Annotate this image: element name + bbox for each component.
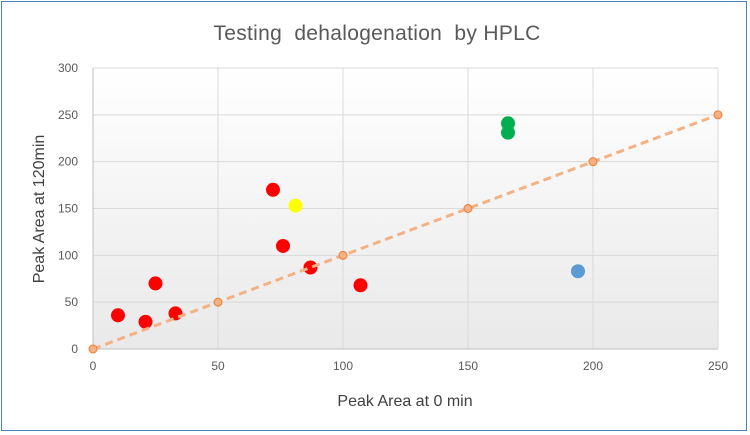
data-point bbox=[303, 260, 318, 275]
data-point bbox=[111, 308, 125, 323]
x-tick-label: 0 bbox=[90, 359, 97, 373]
y-tick-label: 200 bbox=[58, 155, 78, 169]
trend-line-marker bbox=[713, 110, 723, 120]
data-point bbox=[353, 278, 368, 293]
trend-line-marker bbox=[588, 157, 598, 167]
axes bbox=[92, 68, 718, 350]
data-point bbox=[571, 264, 585, 279]
data-point bbox=[266, 182, 280, 197]
data-series bbox=[88, 110, 723, 354]
x-tick-label: 150 bbox=[458, 359, 478, 373]
y-tick-label: 100 bbox=[58, 248, 78, 262]
chart-title: Testing dehalogenation by HPLC bbox=[213, 22, 540, 45]
data-point bbox=[501, 125, 515, 140]
y-axis-title: Peak Area at 120min bbox=[31, 135, 48, 284]
trend-line-marker bbox=[88, 344, 98, 354]
x-tick-label: 50 bbox=[211, 359, 225, 373]
y-tick-label: 250 bbox=[58, 108, 78, 122]
x-axis-title: Peak Area at 0 min bbox=[337, 393, 472, 410]
data-point bbox=[148, 276, 163, 291]
trend-line-marker bbox=[463, 204, 473, 213]
x-tick-label: 100 bbox=[333, 359, 353, 373]
data-point bbox=[138, 314, 153, 329]
data-point bbox=[276, 238, 290, 253]
y-tick-label: 300 bbox=[58, 61, 78, 75]
y-tick-label: 150 bbox=[58, 202, 78, 216]
trend-line bbox=[92, 113, 719, 351]
scatter-chart: 0 50 100 150 200 250 0 50 100 150 200 250 300 Testin… bbox=[31, 22, 728, 410]
trend-line-marker bbox=[213, 297, 223, 307]
x-tick-label: 200 bbox=[583, 359, 603, 373]
tick-labels: 0 50 100 150 200 250 0 50 100 150 200 250 300 bbox=[58, 61, 728, 373]
x-tick-label: 250 bbox=[708, 359, 728, 373]
y-tick-label: 50 bbox=[65, 295, 79, 309]
trend-line-marker bbox=[338, 250, 348, 260]
data-point bbox=[288, 198, 303, 213]
data-point bbox=[168, 306, 183, 321]
y-tick-label: 0 bbox=[71, 342, 78, 356]
